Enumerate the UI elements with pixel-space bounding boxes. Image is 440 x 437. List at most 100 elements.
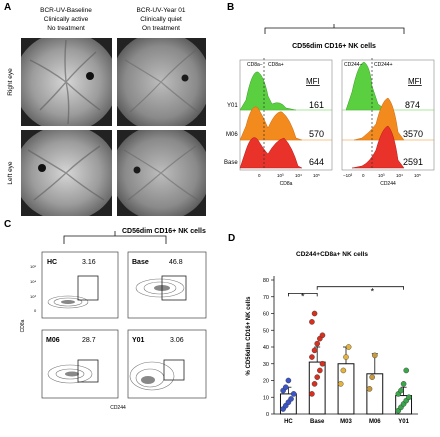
y-tick-label-2: 20 <box>263 379 269 385</box>
plot-name-hc: HC <box>47 259 57 266</box>
data-point-base-5 <box>309 354 315 360</box>
mfi-value-base-cd8a: 644 <box>309 157 324 167</box>
panel-c-x-axis: CD244 <box>110 405 126 411</box>
data-point-y01-6 <box>398 387 404 394</box>
bar-m06 <box>366 373 384 415</box>
panel-b-gate-title: CD56dim CD16+ NK cells <box>292 43 376 50</box>
fundus-image-left-baseline <box>21 130 112 216</box>
fundus-image-left-year01 <box>117 130 206 216</box>
histogram-cd244: CD244− CD244+ MFI 874 3570 2591 −10³ 0 1… <box>341 58 435 187</box>
mfi-value-m06-cd244: 3570 <box>403 129 423 139</box>
data-point-m03-2 <box>343 354 349 360</box>
tick-cd244-2: 10³ <box>378 173 385 178</box>
row-name-m06: M06 <box>226 132 238 138</box>
col2-line3: On treatment <box>142 25 180 32</box>
sig-star-hc-base: * <box>301 291 305 301</box>
panel-c: CD56dim CD16+ NK cells CD8a CD244 HC 3.1… <box>20 228 207 411</box>
panel-a: BCR-UV-Baseline Clinically active No tre… <box>7 7 206 216</box>
hc-ytick-1: 10⁴ <box>30 279 36 284</box>
cd8a-pos-label: CD8a+ <box>268 62 284 68</box>
sig-bracket-base-y01 <box>316 286 404 290</box>
y-tick-label-5: 50 <box>263 328 269 334</box>
data-point-base-11 <box>311 310 318 317</box>
panel-d-chart: CD244+CD8a+ NK cells % CD56dim CD16+ NK … <box>246 251 418 425</box>
data-point-base-10 <box>309 319 315 325</box>
data-point-hc-7 <box>285 377 292 384</box>
x-tick-label-y01: Y01 <box>398 419 409 425</box>
cd244-pos-label: CD244+ <box>374 62 393 68</box>
data-point-y01-8 <box>403 367 410 374</box>
hc-ytick-0: 10⁵ <box>30 264 36 269</box>
plot-pct-hc: 3.16 <box>82 259 96 266</box>
mfi-header-right: MFI <box>408 77 422 86</box>
x-tick-label-base: Base <box>310 419 325 425</box>
plot-pct-base: 46.8 <box>169 259 183 266</box>
mfi-value-base-cd244: 2591 <box>403 157 423 167</box>
tick-cd244-4: 10⁵ <box>414 173 421 178</box>
data-point-hc-6 <box>282 384 289 391</box>
density-plot-hc: HC 3.16 10⁵ 10⁴ 10³ 0 <box>30 251 119 319</box>
histogram-cd8a: CD8a− CD8a+ MFI Y01 M06 Base 161 570 644… <box>224 58 333 187</box>
tick-cd8a-0: 0 <box>258 173 261 178</box>
x-axis-cd244: CD244 <box>380 181 396 187</box>
chart-ylabel: % CD56dim CD16+ NK cells <box>246 296 252 376</box>
panel-c-y-axis: CD8a <box>20 319 26 332</box>
tick-cd8a-2: 10⁴ <box>295 173 302 178</box>
tick-cd244-3: 10⁴ <box>396 173 403 178</box>
sig-bracket-hc-base <box>288 293 318 297</box>
y-tick-label-3: 30 <box>263 362 269 368</box>
tick-cd244-0: −10³ <box>343 173 353 178</box>
x-tick-label-m06: M06 <box>369 419 381 425</box>
data-point-base-4 <box>319 360 326 367</box>
plot-name-y01: Y01 <box>132 337 145 344</box>
data-point-base-7 <box>314 340 321 347</box>
y-tick-label-0: 0 <box>266 412 269 418</box>
panel-letter-b: B <box>227 2 234 13</box>
col1-line3: No treatment <box>47 25 85 32</box>
mfi-header-left: MFI <box>306 77 320 86</box>
data-point-m03-3 <box>345 344 352 350</box>
col2-line2: Clinically quiet <box>140 16 182 23</box>
data-point-m06-0 <box>366 386 373 392</box>
col1-line2: Clinically active <box>44 16 89 23</box>
data-point-y01-7 <box>400 381 407 387</box>
plot-pct-y01: 3.06 <box>170 337 184 344</box>
tick-cd8a-3: 10⁵ <box>313 173 320 178</box>
sig-star-base-y01: * <box>371 287 375 297</box>
data-point-m06-1 <box>369 374 375 380</box>
hc-ytick-2: 10³ <box>30 294 36 299</box>
plot-name-m06: M06 <box>46 337 60 344</box>
row-label-left-eye: Left eye <box>7 161 14 185</box>
panel-b: CD56dim CD16+ NK cells CD8a− CD8a+ MFI Y… <box>224 24 435 187</box>
row-name-y01: Y01 <box>227 103 238 109</box>
data-point-base-9 <box>319 332 326 339</box>
data-point-base-2 <box>314 374 321 380</box>
fundus-image-right-year01 <box>117 38 206 126</box>
data-point-hc-3 <box>288 396 294 402</box>
data-point-base-1 <box>311 381 318 387</box>
data-point-m06-2 <box>371 352 378 359</box>
data-point-base-0 <box>309 391 315 397</box>
data-point-hc-4 <box>290 391 297 397</box>
panel-c-gate-title: CD56dim CD16+ NK cells <box>122 228 206 235</box>
x-tick-label-m03: M03 <box>340 419 352 425</box>
row-label-right-eye: Right eye <box>7 68 14 96</box>
y-tick-label-8: 80 <box>263 278 269 284</box>
y-tick-label-7: 70 <box>263 295 269 301</box>
panel-letter-d: D <box>228 233 235 244</box>
data-point-m03-1 <box>340 367 347 374</box>
chart-title: CD244+CD8a+ NK cells <box>296 251 368 258</box>
x-axis-cd8a: CD8a <box>280 181 293 187</box>
mfi-value-m06-cd8a: 570 <box>309 129 324 139</box>
mfi-value-y01-cd8a: 161 <box>309 100 324 110</box>
row-name-base: Base <box>224 160 238 166</box>
x-tick-label-hc: HC <box>284 419 293 425</box>
tick-cd8a-1: 10³ <box>277 173 284 178</box>
y-tick-label-6: 60 <box>263 312 269 318</box>
y-tick-label-4: 40 <box>263 345 269 351</box>
y-tick-label-1: 10 <box>263 395 269 401</box>
hc-ytick-3: 0 <box>34 308 37 313</box>
cd8a-neg-label: CD8a− <box>247 62 263 68</box>
panel-letter-c: C <box>4 219 11 230</box>
